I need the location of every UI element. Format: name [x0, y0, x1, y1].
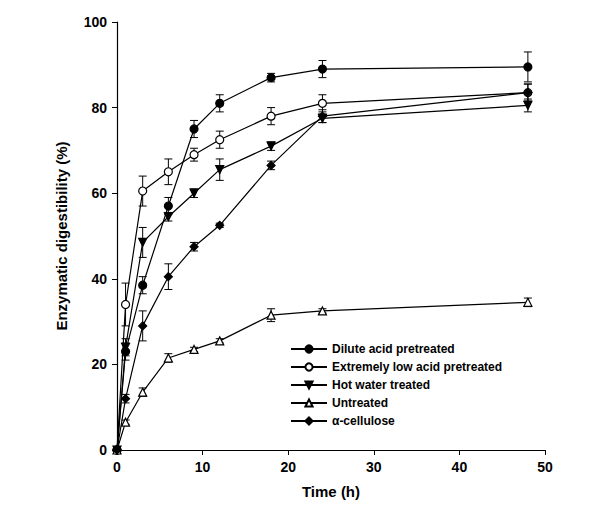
svg-text:30: 30: [366, 459, 382, 475]
svg-text:20: 20: [91, 356, 107, 372]
svg-text:50: 50: [537, 459, 553, 475]
svg-text:60: 60: [91, 185, 107, 201]
svg-text:Time (h): Time (h): [302, 483, 360, 500]
svg-text:40: 40: [452, 459, 468, 475]
svg-text:0: 0: [99, 442, 107, 458]
svg-text:Untreated: Untreated: [332, 396, 388, 410]
svg-text:20: 20: [280, 459, 296, 475]
svg-text:100: 100: [84, 14, 108, 30]
svg-text:0: 0: [113, 459, 121, 475]
svg-text:Hot water treated: Hot water treated: [332, 378, 430, 392]
svg-text:α-cellulose: α-cellulose: [332, 414, 395, 428]
svg-text:80: 80: [91, 100, 107, 116]
svg-text:Enzymatic digestibility (%): Enzymatic digestibility (%): [53, 141, 70, 330]
svg-text:10: 10: [195, 459, 211, 475]
svg-text:Extremely low acid pretreated: Extremely low acid pretreated: [332, 360, 502, 374]
svg-text:Dilute acid pretreated: Dilute acid pretreated: [332, 342, 455, 356]
svg-text:40: 40: [91, 271, 107, 287]
